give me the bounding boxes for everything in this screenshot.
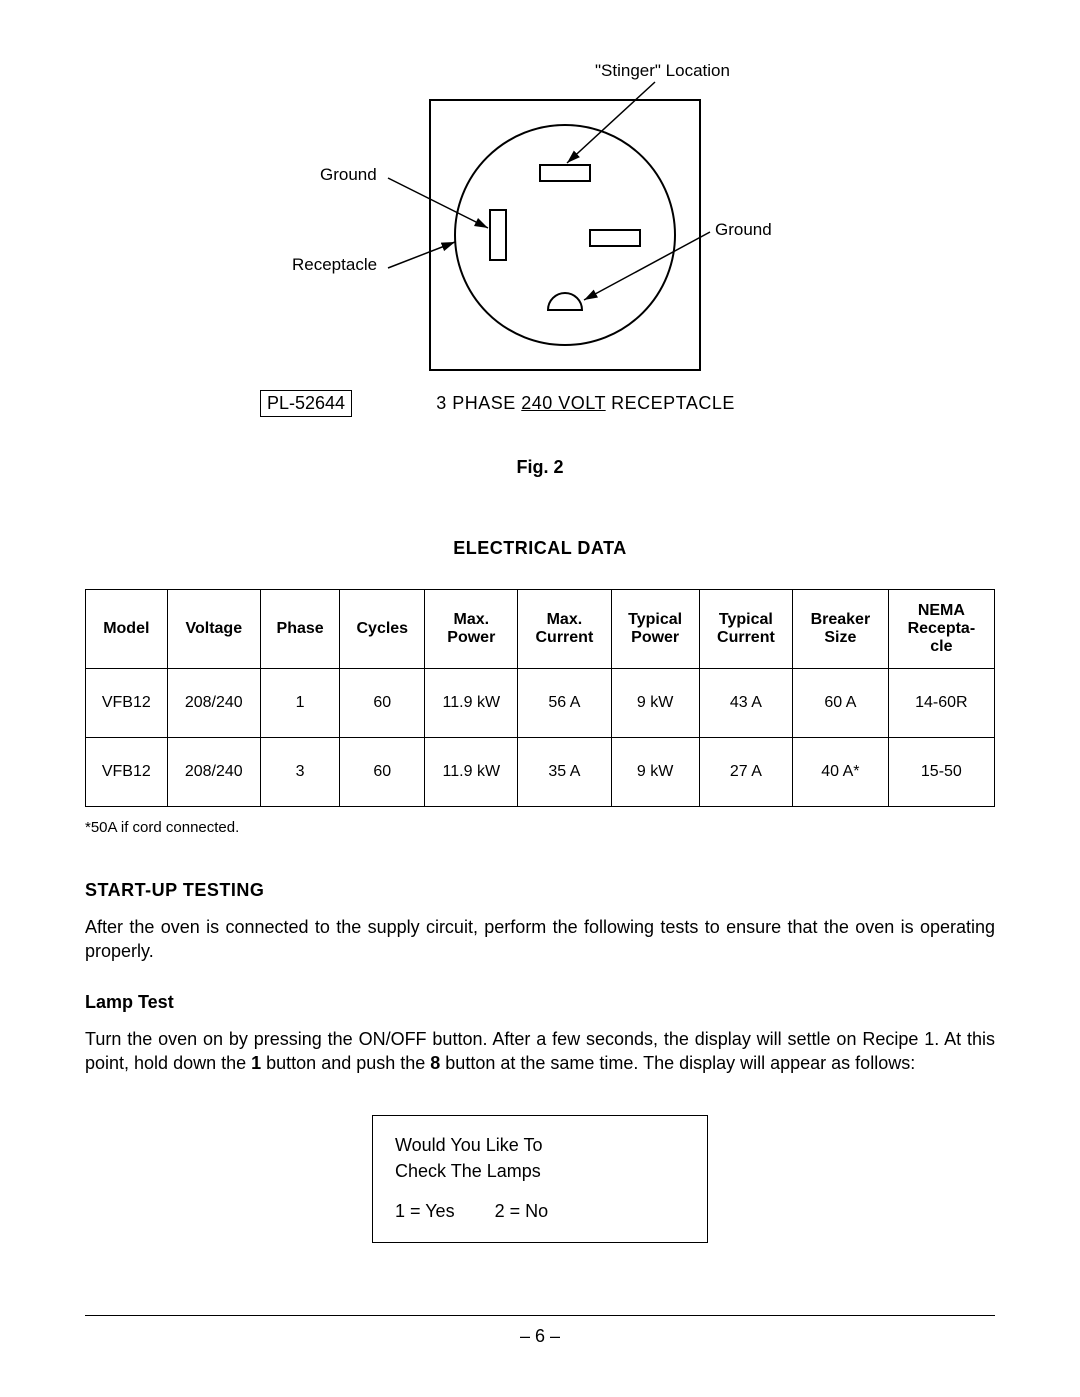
table-header-cell: BreakerSize: [793, 590, 889, 669]
page-number: – 6 –: [520, 1326, 560, 1346]
label-receptacle: Receptacle: [292, 255, 377, 274]
table-cell: VFB12: [86, 669, 168, 738]
table-cell: 9 kW: [611, 738, 699, 807]
table-cell: 11.9 kW: [425, 669, 518, 738]
table-header-cell: Max.Current: [518, 590, 611, 669]
label-ground-left: Ground: [320, 165, 377, 184]
table-cell: 60: [340, 738, 425, 807]
lamp-test-heading: Lamp Test: [85, 992, 995, 1013]
table-cell: 60 A: [793, 669, 889, 738]
table-cell: 60: [340, 669, 425, 738]
table-header-cell: NEMARecepta-cle: [888, 590, 994, 669]
table-header-cell: TypicalPower: [611, 590, 699, 669]
table-cell: 208/240: [167, 669, 260, 738]
table-header-cell: Model: [86, 590, 168, 669]
receptacle-diagram: "Stinger" Location Ground Ground Recepta…: [85, 60, 995, 538]
table-header-cell: Phase: [260, 590, 339, 669]
table-cell: 35 A: [518, 738, 611, 807]
phase-caption-post: RECEPTACLE: [606, 393, 735, 413]
figure-label: Fig. 2: [516, 457, 563, 478]
lamp-body-mid: button and push the: [261, 1053, 430, 1073]
table-row: VFB12208/24036011.9 kW35 A9 kW27 A40 A*1…: [86, 738, 995, 807]
startup-body: After the oven is connected to the suppl…: [85, 915, 995, 964]
display-options: 1 = Yes 2 = No: [395, 1198, 685, 1224]
table-cell: 1: [260, 669, 339, 738]
table-cell: 14-60R: [888, 669, 994, 738]
table-header-cell: Max.Power: [425, 590, 518, 669]
lcd-display-box: Would You Like To Check The Lamps 1 = Ye…: [372, 1115, 708, 1243]
table-cell: 43 A: [699, 669, 792, 738]
table-cell: 11.9 kW: [425, 738, 518, 807]
table-cell: 27 A: [699, 738, 792, 807]
electrical-data-table: ModelVoltagePhaseCyclesMax.PowerMax.Curr…: [85, 589, 995, 807]
lamp-bold-8: 8: [430, 1053, 440, 1073]
page-footer: – 6 –: [85, 1315, 995, 1347]
lamp-body-post: button at the same time. The display wil…: [440, 1053, 915, 1073]
table-cell: 3: [260, 738, 339, 807]
label-stinger: "Stinger" Location: [595, 61, 730, 80]
diagram-caption-row: PL-52644 3 PHASE 240 VOLT RECEPTACLE: [260, 390, 820, 417]
pl-code-box: PL-52644: [260, 390, 352, 417]
page: "Stinger" Location Ground Ground Recepta…: [0, 0, 1080, 1397]
table-header-cell: Cycles: [340, 590, 425, 669]
table-cell: 56 A: [518, 669, 611, 738]
table-cell: 208/240: [167, 738, 260, 807]
table-cell: 15-50: [888, 738, 994, 807]
electrical-data-title: ELECTRICAL DATA: [85, 538, 995, 559]
display-opt-yes: 1 = Yes: [395, 1201, 455, 1221]
table-footnote: *50A if cord connected.: [85, 819, 995, 836]
startup-heading: START-UP TESTING: [85, 880, 995, 901]
display-line2: Check The Lamps: [395, 1158, 685, 1184]
label-ground-right: Ground: [715, 220, 772, 239]
table-cell: 9 kW: [611, 669, 699, 738]
table-row: VFB12208/24016011.9 kW56 A9 kW43 A60 A14…: [86, 669, 995, 738]
phase-caption: 3 PHASE 240 VOLT RECEPTACLE: [436, 393, 735, 414]
phase-caption-underline: 240 VOLT: [521, 393, 605, 413]
table-cell: VFB12: [86, 738, 168, 807]
table-header-cell: TypicalCurrent: [699, 590, 792, 669]
lamp-test-body: Turn the oven on by pressing the ON/OFF …: [85, 1027, 995, 1076]
phase-caption-pre: 3 PHASE: [436, 393, 521, 413]
table-cell: 40 A*: [793, 738, 889, 807]
display-line1: Would You Like To: [395, 1132, 685, 1158]
lamp-bold-1: 1: [251, 1053, 261, 1073]
table-header-cell: Voltage: [167, 590, 260, 669]
display-opt-no: 2 = No: [495, 1201, 549, 1221]
